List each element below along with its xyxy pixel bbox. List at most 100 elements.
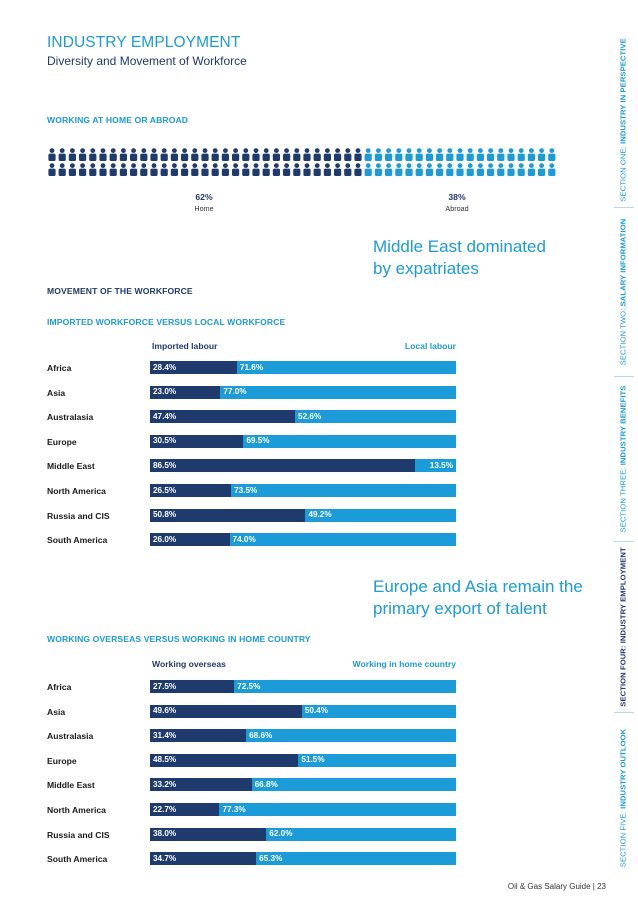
chart1-bar-row: 50.8% 49.2%: [150, 508, 456, 522]
chart1-legend-local: Local labour: [404, 341, 456, 351]
chart2-bar-row: 31.4% 68.6%: [150, 729, 456, 743]
person-icon-abroad: [456, 148, 464, 161]
chart2-category-label: North America: [47, 805, 106, 815]
person-icon-home: [181, 163, 189, 176]
person-icon-home: [221, 148, 229, 161]
chart1-value-label: 13.5%: [429, 460, 453, 470]
person-icon-home: [160, 163, 168, 176]
person-icon-home: [262, 148, 270, 161]
person-icon-home: [58, 148, 66, 161]
chart2-category-label: South America: [47, 854, 108, 865]
chart2-value-label: 27.5%: [153, 681, 177, 691]
chart1-bar-local-labour: 73.5%: [231, 484, 456, 497]
chart1-bar-row: 26.0% 74.0%: [150, 533, 456, 547]
person-icon-home: [242, 148, 250, 161]
person-icon-abroad: [517, 163, 525, 176]
sidebar-tab-prefix: SECTION ONE:: [618, 143, 628, 202]
person-icon-home: [232, 163, 240, 176]
chart1-bar-row: 28.4% 71.6%: [150, 361, 456, 374]
chart2-value-label: 72.5%: [237, 681, 261, 691]
person-icon-home: [211, 163, 219, 176]
chart2-bar-working-in-home-country: 68.6%: [246, 729, 456, 743]
person-icon-abroad: [487, 163, 495, 176]
page-footer: Oil & Gas Salary Guide | 23: [507, 882, 606, 891]
person-icon-home: [48, 163, 56, 176]
chart2-category-label: Russia and CIS: [47, 829, 110, 840]
person-icon-home: [334, 148, 342, 161]
abroad-label: Abroad: [445, 204, 469, 213]
chart2-bar-row: 22.7% 77.3%: [150, 803, 456, 816]
chart1-bar-local-labour: 52.6%: [295, 410, 456, 424]
chart1-value-label: 69.5%: [246, 436, 270, 446]
sidebar-tab-name: INDUSTRY BENEFITS: [618, 385, 628, 465]
callout-line: Middle East dominated: [373, 237, 546, 256]
person-icon-abroad: [436, 163, 444, 176]
person-icon-home: [68, 148, 76, 161]
chart2-value-label: 49.6%: [153, 706, 177, 716]
chart2-bar-row: 49.6% 50.4%: [150, 704, 456, 718]
chart2-value-label: 51.5%: [301, 755, 325, 765]
chart2-bar-working-overseas: 49.6%: [150, 704, 302, 718]
chart2-value-label: 66.8%: [254, 779, 278, 789]
sidebar-tab-name: INDUSTRY IN PERSPECTIVE: [618, 37, 628, 144]
chart1-bar-row: 30.5% 69.5%: [150, 434, 456, 448]
person-icon-abroad: [374, 148, 382, 161]
chart1-value-label: 71.6%: [239, 362, 264, 372]
person-icon-home: [201, 163, 209, 176]
person-icon-home: [79, 148, 87, 161]
sidebar-tab-4[interactable]: SECTION FOUR: INDUSTRY EMPLOYMENT: [612, 542, 634, 711]
person-icon-abroad: [527, 163, 535, 176]
sidebar-tab-5[interactable]: SECTION FIVE: INDUSTRY OUTLOOK: [612, 713, 634, 883]
chart1-bar-imported-labour: 50.8%: [150, 508, 306, 522]
chart1-category-label: North America: [47, 486, 106, 496]
person-icon-home: [170, 163, 178, 176]
chart1-bar-local-labour: 49.2%: [305, 508, 456, 522]
person-icon-home: [201, 148, 209, 161]
person-icon-abroad: [374, 163, 382, 176]
chart1-bar-local-labour: 77.0%: [220, 385, 456, 399]
sidebar-tab-3[interactable]: SECTION THREE: INDUSTRY BENEFITS: [612, 377, 634, 540]
person-icon-abroad: [466, 148, 474, 161]
chart1-bar-imported-labour: 30.5%: [150, 434, 244, 448]
person-icon-home: [283, 148, 291, 161]
chart1-bar-imported-labour: 26.0%: [150, 533, 230, 547]
chart2-value-label: 34.7%: [153, 853, 177, 863]
person-icon-home: [140, 163, 148, 176]
callout-europe-asia: Europe and Asia remain the primary expor…: [373, 576, 583, 620]
sidebar-tab-prefix: SECTION FOUR:: [618, 642, 628, 707]
page-subtitle: Diversity and Movement of Workforce: [47, 54, 247, 68]
chart1-value-label: 28.4%: [153, 362, 177, 372]
person-icon-home: [252, 148, 260, 161]
chart2-bar-working-in-home-country: 72.5%: [234, 680, 456, 693]
chart2-value-label: 38.0%: [153, 829, 177, 839]
chart2-bar-working-in-home-country: 50.4%: [301, 704, 456, 718]
person-icon-abroad: [415, 163, 423, 176]
person-icon-home: [79, 163, 87, 176]
person-icon-home: [211, 148, 219, 161]
sidebar-divider: [614, 207, 634, 208]
person-icon-abroad: [507, 163, 515, 176]
chart2-category-label: Europe: [47, 755, 77, 766]
callout-line: primary export of talent: [373, 599, 547, 618]
chart1-value-label: 30.5%: [153, 436, 177, 446]
sidebar-tab-1[interactable]: SECTION ONE: INDUSTRY IN PERSPECTIVE: [612, 33, 634, 206]
chart2-bar-row: 38.0% 62.0%: [150, 827, 456, 841]
movement-heading: MOVEMENT OF THE WORKFORCE: [47, 286, 193, 296]
chart1-value-label: 86.5%: [153, 460, 177, 470]
chart1-category-label: Europe: [47, 436, 77, 447]
chart2-category-label: Australasia: [47, 731, 94, 742]
sidebar-tab-2[interactable]: SECTION TWO: SALARY INFORMATION: [612, 208, 634, 375]
person-icon-abroad: [425, 163, 433, 176]
chart1-category-label: Australasia: [47, 412, 94, 423]
person-icon-home: [344, 163, 352, 176]
chart1-bar-imported-labour: 28.4%: [150, 361, 237, 374]
person-icon-home: [323, 163, 331, 176]
callout-line: by expatriates: [373, 259, 479, 278]
chart2-value-label: 31.4%: [153, 730, 177, 740]
sidebar-tab-prefix: SECTION FIVE:: [618, 808, 628, 868]
person-icon-home: [354, 163, 362, 176]
chart2-bar-working-in-home-country: 77.3%: [219, 803, 456, 816]
person-icon-abroad: [507, 148, 515, 161]
chart1-bar-local-labour: 71.6%: [236, 361, 456, 374]
sidebar-tab-name: INDUSTRY OUTLOOK: [618, 728, 628, 809]
